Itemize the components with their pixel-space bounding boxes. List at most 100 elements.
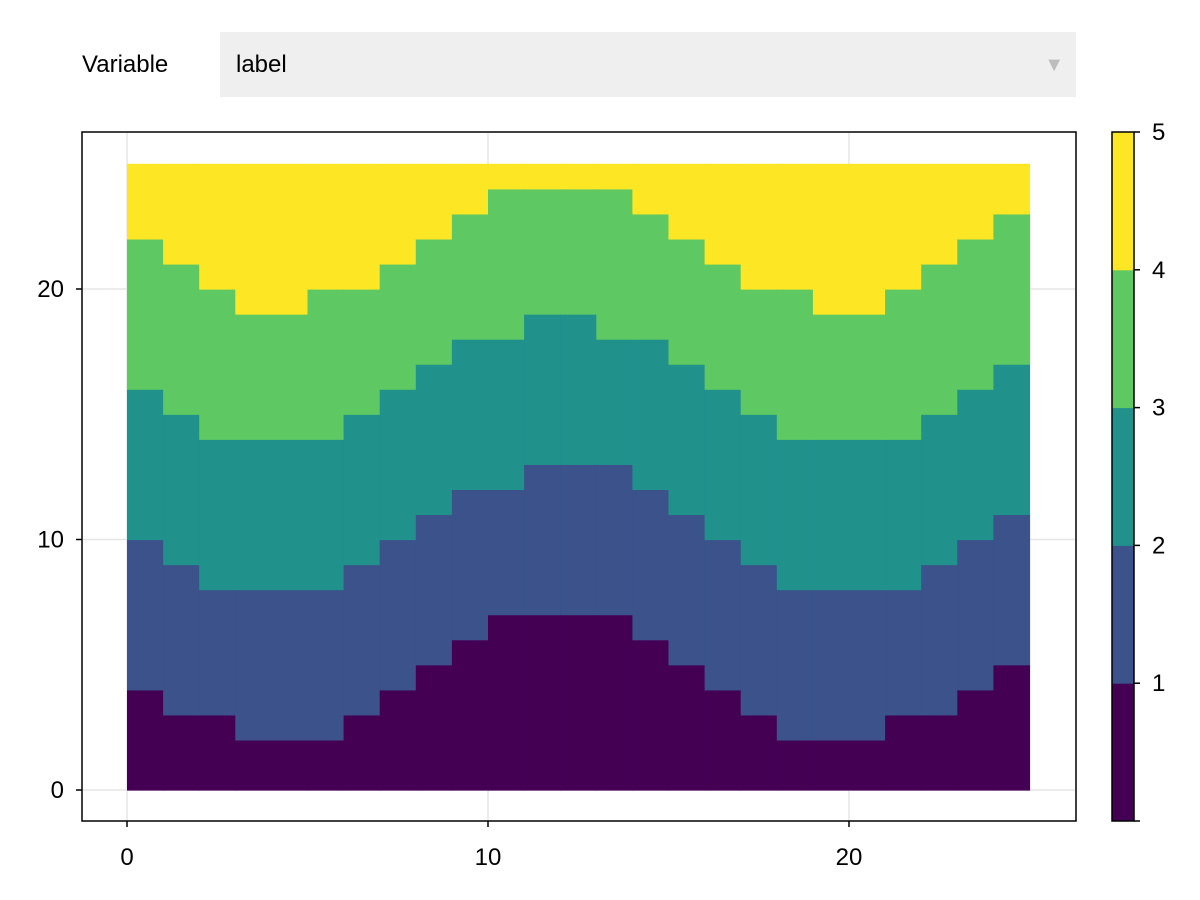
variable-dropdown-value: label [236, 51, 287, 78]
heatmap-cell-class-5 [957, 163, 994, 240]
heatmap-cell-class-2 [993, 514, 1031, 666]
heatmap-cell-class-1 [379, 689, 417, 791]
heatmap-cell-class-3 [776, 439, 814, 591]
heatmap-cell-class-4 [415, 238, 453, 365]
heatmap-cell-class-2 [235, 589, 309, 741]
heatmap-cell-class-4 [163, 263, 200, 415]
heatmap-cell-class-1 [415, 664, 453, 791]
heatmap-cell-class-4 [596, 188, 633, 340]
heatmap-cell-class-3 [885, 439, 922, 591]
colorbar-frame [1111, 131, 1135, 822]
heatmap-cell-class-4 [488, 188, 525, 340]
heatmap-cell-class-4 [307, 289, 345, 440]
heatmap-cell-class-1 [668, 664, 706, 791]
heatmap-cell-class-5 [307, 163, 345, 290]
heatmap-cell-class-2 [127, 539, 164, 691]
colorbar-segment-4 [1112, 269, 1134, 409]
x-tick-label: 10 [475, 844, 502, 871]
heatmap-cell-class-1 [127, 689, 164, 791]
heatmap-cell-class-2 [704, 539, 742, 691]
heatmap-cell-class-5 [488, 163, 525, 190]
heatmap-cell-class-3 [199, 439, 236, 591]
y-tick-label: 20 [37, 276, 64, 303]
heatmap-cell-class-2 [560, 464, 597, 616]
heatmap-cell-class-2 [451, 489, 489, 641]
heatmap-cell-class-4 [993, 213, 1031, 365]
heatmap-cell-class-5 [343, 163, 381, 290]
heatmap-cell-class-5 [199, 163, 236, 290]
y-tick-label: 10 [37, 527, 64, 554]
heatmap-cell-class-4 [957, 238, 994, 390]
heatmap-cell-class-2 [488, 489, 525, 616]
heatmap-cell-class-4 [451, 213, 489, 340]
heatmap-cell-class-4 [812, 314, 886, 440]
heatmap-cell-class-1 [776, 739, 814, 791]
colorbar-tick-label: 2 [1152, 532, 1165, 559]
heatmap-cell-class-3 [704, 389, 742, 541]
y-tick-label: 0 [51, 777, 64, 804]
x-tick-label: 20 [836, 844, 863, 871]
heatmap-cells [127, 163, 1031, 791]
heatmap-cell-class-1 [163, 714, 200, 791]
heatmap-cell-class-5 [235, 163, 309, 315]
colorbar-tick-label: 4 [1152, 257, 1165, 284]
heatmap-cell-class-5 [415, 163, 453, 240]
heatmap-cell-class-2 [632, 489, 670, 641]
heatmap-cell-class-4 [379, 263, 417, 390]
heatmap-cell-class-3 [379, 389, 417, 541]
heatmap-cell-class-2 [668, 514, 706, 666]
variable-label: Variable [82, 51, 169, 78]
heatmap-cell-class-2 [740, 564, 778, 716]
heatmap-cell-class-4 [343, 289, 381, 415]
heatmap-cell-class-1 [488, 614, 525, 791]
heatmap-cell-class-3 [740, 414, 778, 566]
heatmap-cell-class-4 [668, 238, 706, 365]
heatmap-cell-class-1 [704, 689, 742, 791]
heatmap-cell-class-4 [235, 314, 309, 440]
heatmap-cell-class-1 [199, 714, 236, 791]
colorbar-segment-5 [1112, 132, 1134, 271]
heatmap-cell-class-2 [379, 539, 417, 691]
plot-frame [81, 131, 1077, 822]
heatmap-cell-class-1 [957, 689, 994, 791]
heatmap-cell-class-4 [885, 289, 922, 440]
heatmap-cell-class-5 [921, 163, 958, 265]
heatmap-cell-class-3 [596, 339, 633, 465]
heatmap-cell-class-1 [885, 714, 922, 791]
heatmap-cell-class-2 [921, 564, 958, 716]
heatmap-cell-class-2 [524, 464, 561, 616]
x-tick-label: 0 [120, 844, 133, 871]
heatmap-cell-class-4 [632, 213, 670, 340]
heatmap-cell-class-4 [127, 238, 164, 390]
heatmap-cell-class-4 [560, 188, 597, 315]
heatmap-cell-class-3 [993, 364, 1031, 516]
heatmap-cell-class-1 [560, 614, 597, 791]
colorbar-tick-label: 3 [1152, 395, 1165, 422]
heatmap-cell-class-4 [776, 289, 814, 440]
heatmap-cell-class-5 [163, 163, 200, 265]
heatmap-cell-class-3 [524, 314, 561, 465]
heatmap-cell-class-3 [343, 414, 381, 566]
heatmap-cell-class-3 [451, 339, 489, 490]
heatmap-cell-class-5 [885, 163, 922, 290]
variable-dropdown[interactable]: label ▼ [220, 32, 1076, 97]
heatmap-cell-class-1 [343, 714, 381, 791]
heatmap-cell-class-4 [740, 289, 778, 415]
heatmap-cell-class-1 [307, 739, 345, 791]
colorbar: 1 2 3 4 5 [1111, 119, 1165, 822]
heatmap-cell-class-3 [415, 364, 453, 516]
heatmap-cell-class-2 [776, 589, 814, 741]
heatmap-cell-class-2 [163, 564, 200, 716]
heatmap-cell-class-3 [560, 314, 597, 465]
heatmap-cell-class-1 [451, 639, 489, 791]
heatmap-cell-class-2 [343, 564, 381, 716]
heatmap-cell-class-5 [812, 163, 886, 315]
heatmap-cell-class-1 [596, 614, 633, 791]
heatmap-cell-class-1 [632, 639, 670, 791]
heatmap-cell-class-3 [957, 389, 994, 541]
heatmap-cell-class-5 [704, 163, 742, 265]
heatmap-cell-class-3 [921, 414, 958, 566]
heatmap-cell-class-2 [812, 589, 886, 741]
colorbar-segment-3 [1112, 407, 1134, 546]
heatmap-cell-class-3 [235, 439, 309, 591]
